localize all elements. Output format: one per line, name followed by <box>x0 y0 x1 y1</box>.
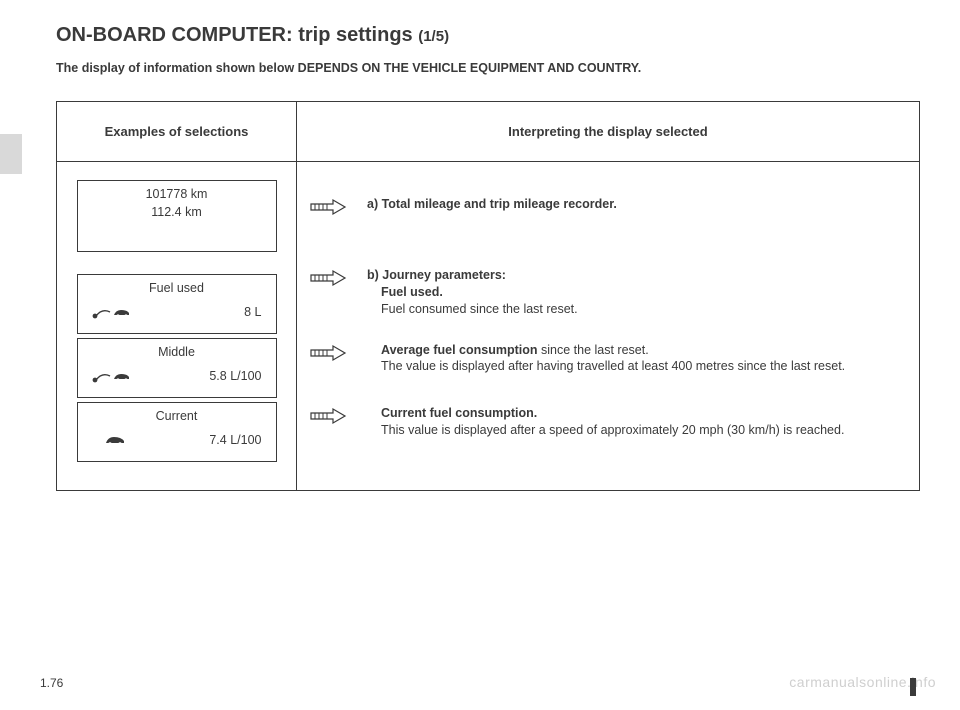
interp-c-bold: Average fuel consumption <box>381 343 538 357</box>
arrow-right-icon <box>309 342 349 367</box>
display-b-title: Fuel used <box>88 281 266 295</box>
arrow-right-icon <box>309 267 349 292</box>
interp-c-line2: The value is displayed after having trav… <box>381 359 845 373</box>
display-b-value: 8 L <box>244 305 261 319</box>
display-a: 101778 km 112.4 km <box>77 180 277 252</box>
examples-cell: 101778 km 112.4 km Fuel used <box>57 162 297 491</box>
display-c-value: 5.8 L/100 <box>209 369 261 383</box>
display-d: Current 7.4 L/100 <box>77 402 277 462</box>
interp-a-lead: a) Total mileage and trip mileage record… <box>367 197 617 211</box>
header-examples: Examples of selections <box>57 102 297 162</box>
arrow-right-icon <box>309 196 349 221</box>
interp-b-lead: b) Journey parameters: <box>367 268 506 282</box>
settings-table: Examples of selections Interpreting the … <box>56 101 920 491</box>
interpretation-cell: a) Total mileage and trip mileage record… <box>297 162 920 491</box>
page-number: 1.76 <box>40 676 63 690</box>
interp-b-sub-plain: Fuel consumed since the last reset. <box>367 301 907 318</box>
arrow-right-icon <box>309 405 349 430</box>
page-title: ON-BOARD COMPUTER: trip settings (1/5) <box>56 24 920 47</box>
avg-route-icon <box>92 369 134 383</box>
display-a-line1: 101778 km <box>88 187 266 201</box>
interp-d: Current fuel consumption. This value is … <box>309 405 907 439</box>
display-b: Fuel used 8 L <box>77 274 277 334</box>
display-c: Middle 5.8 L/100 <box>77 338 277 398</box>
interp-b: b) Journey parameters: Fuel used. Fuel c… <box>309 267 907 318</box>
corner-mark-icon <box>910 678 916 696</box>
header-interpreting: Interpreting the display selected <box>297 102 920 162</box>
title-suffix: (1/5) <box>418 28 449 45</box>
interp-c-rest1: since the last reset. <box>538 343 649 357</box>
display-c-title: Middle <box>88 345 266 359</box>
interp-c: Average fuel consumption since the last … <box>309 342 907 376</box>
interp-b-sub-bold: Fuel used. <box>381 285 443 299</box>
fuel-route-icon <box>92 305 134 319</box>
interp-d-line2: This value is displayed after a speed of… <box>381 423 844 437</box>
display-d-title: Current <box>88 409 266 423</box>
interp-a: a) Total mileage and trip mileage record… <box>309 196 907 221</box>
interp-d-bold: Current fuel consumption. <box>381 406 537 420</box>
side-tab <box>0 134 22 174</box>
car-icon <box>92 433 134 447</box>
title-main: ON-BOARD COMPUTER: trip settings <box>56 24 418 46</box>
display-a-line2: 112.4 km <box>88 205 266 219</box>
subtitle: The display of information shown below D… <box>56 61 920 75</box>
display-d-value: 7.4 L/100 <box>209 433 261 447</box>
